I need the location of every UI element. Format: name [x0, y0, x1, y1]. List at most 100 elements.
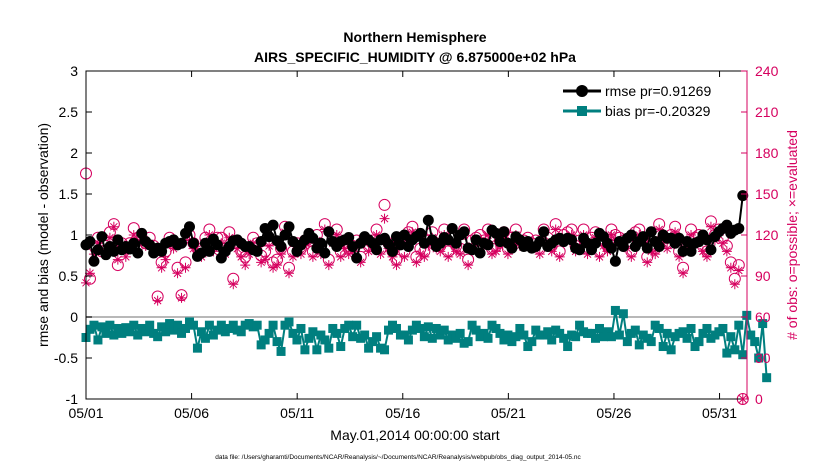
bias-marker: [555, 328, 565, 338]
bias-marker: [105, 320, 115, 330]
evaluated-obs-marker: [232, 243, 243, 254]
bias-marker: [228, 320, 238, 330]
bias-marker: [352, 320, 362, 330]
bias-marker: [328, 323, 338, 333]
bias-marker: [324, 343, 334, 353]
bias-marker: [161, 327, 171, 337]
bias-marker: [165, 319, 175, 329]
bias-series: [81, 305, 772, 383]
bias-marker: [750, 337, 760, 347]
rmse-marker: [733, 222, 745, 234]
evaluated-obs-marker: [268, 262, 279, 273]
bias-marker: [690, 342, 700, 352]
evaluated-obs-marker: [463, 260, 474, 271]
bias-marker: [300, 345, 310, 355]
rmse-marker: [251, 245, 263, 257]
bias-marker: [384, 325, 394, 335]
bias-marker: [117, 328, 127, 338]
bias-marker: [399, 330, 409, 340]
legend-rmse-label: rmse pr=0.91269: [605, 83, 711, 99]
rmse-marker: [534, 236, 546, 248]
y-right-tick-label: 240: [755, 63, 779, 79]
evaluated-obs-marker: [725, 262, 736, 273]
bias-marker: [634, 340, 644, 350]
y-left-tick-label: 1.5: [59, 186, 79, 202]
evaluated-obs-marker: [331, 230, 342, 240]
rmse-marker: [351, 252, 363, 264]
rmse-marker: [625, 229, 637, 241]
y-right-tick-label: 30: [755, 350, 771, 366]
evaluated-obs-marker: [717, 238, 728, 249]
bias-marker: [391, 323, 401, 333]
evaluated-obs-marker: [407, 227, 418, 238]
bias-marker: [698, 328, 708, 338]
bias-marker: [272, 337, 282, 347]
rmse-marker: [255, 236, 267, 248]
y-left-tick-label: 0.5: [59, 268, 79, 284]
bias-marker: [590, 333, 600, 343]
bias-marker: [177, 328, 187, 338]
rmse-marker: [566, 234, 578, 246]
evaluated-obs-marker: [502, 249, 513, 260]
x-tick-label: 05/26: [596, 405, 631, 421]
rmse-marker: [156, 245, 168, 257]
rmse-marker: [721, 219, 733, 231]
rmse-marker: [92, 244, 104, 256]
bias-marker: [646, 337, 656, 347]
bias-marker: [188, 320, 198, 330]
y-right-tick-label: 180: [755, 145, 779, 161]
evaluated-obs-marker: [355, 257, 366, 268]
bias-marker: [292, 335, 302, 345]
rmse-marker: [183, 221, 195, 233]
rmse-marker: [84, 236, 96, 248]
bias-marker: [455, 328, 465, 338]
bias-marker: [734, 320, 744, 330]
chart-title: Northern Hemisphere AIRS_SPECIFIC_HUMIDI…: [254, 29, 576, 65]
bias-marker: [101, 328, 111, 338]
x-tick-label: 05/11: [280, 405, 314, 421]
bias-marker: [268, 320, 278, 330]
bias-marker: [431, 323, 441, 333]
x-axis-label: May.01,2014 00:00:00 start: [330, 427, 500, 443]
rmse-marker: [398, 229, 410, 241]
evaluated-obs-marker: [272, 260, 283, 271]
bias-marker: [594, 323, 604, 333]
evaluated-obs-marker: [260, 254, 271, 265]
x-tick-label: 05/01: [68, 405, 103, 421]
evaluated-obs-marker: [92, 238, 103, 249]
bias-marker: [236, 327, 246, 337]
rmse-marker: [176, 237, 188, 249]
evaluated-obs-marker: [443, 251, 454, 262]
evaluated-obs-marker: [546, 246, 557, 257]
y-right-tick-label: 210: [755, 104, 779, 120]
evaluated-obs-marker: [701, 251, 712, 262]
bias-marker: [153, 332, 163, 342]
rmse-marker: [203, 245, 215, 257]
evaluated-obs-marker: [363, 246, 374, 257]
bias-marker: [360, 330, 370, 340]
evaluated-obs-marker: [498, 232, 509, 243]
evaluated-obs-marker: [152, 295, 163, 306]
bias-marker: [527, 337, 537, 347]
evaluated-obs-marker: [339, 243, 350, 254]
evaluated-obs-marker: [411, 257, 422, 268]
bias-marker: [511, 332, 521, 342]
evaluated-obs-marker: [435, 246, 446, 257]
evaluated-obs-marker: [674, 251, 685, 262]
bias-marker: [503, 330, 513, 340]
bias-marker: [598, 332, 608, 342]
evaluated-obs-marker: [168, 243, 179, 254]
rmse-marker: [267, 219, 279, 231]
evaluated-obs-marker: [371, 230, 382, 240]
legend-rmse-marker: [576, 85, 588, 97]
evaluated-obs-marker: [606, 230, 617, 240]
bias-marker: [658, 342, 668, 352]
evaluated-obs-marker: [276, 249, 287, 260]
evaluated-obs-marker: [228, 279, 239, 290]
bias-marker: [730, 345, 740, 355]
evaluated-obs-marker: [391, 260, 402, 271]
evaluated-obs-marker: [729, 279, 740, 290]
bias-marker: [216, 320, 226, 330]
rmse-marker: [574, 244, 586, 256]
evaluated-obs-marker: [654, 224, 665, 235]
